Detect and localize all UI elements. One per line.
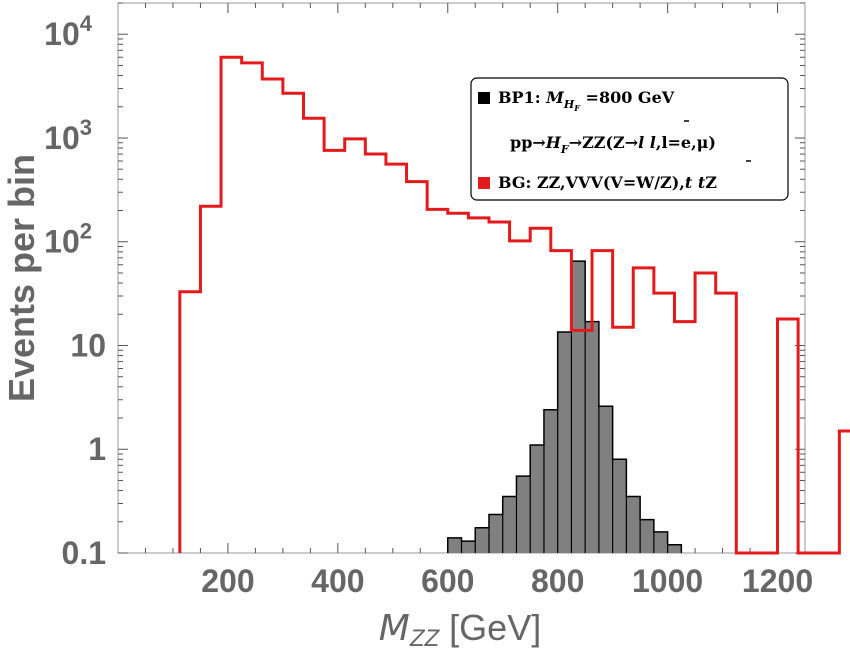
bin-bg xyxy=(613,327,634,553)
y-ticks: 0.1 1 10 102 103 104 xyxy=(44,11,106,571)
bin-bg xyxy=(695,273,716,553)
bin-bg xyxy=(633,268,654,553)
bin-bg xyxy=(262,79,283,553)
bin-bg xyxy=(303,118,324,553)
x-tick-label: 600 xyxy=(421,563,474,599)
bin-bg xyxy=(345,139,366,553)
series-layer xyxy=(178,55,850,555)
series-fill xyxy=(447,261,682,553)
y-tick-label: 0.1 xyxy=(62,535,106,571)
bin-bg xyxy=(365,154,386,553)
bin-bg xyxy=(510,241,531,553)
bin-bg xyxy=(283,93,304,553)
y-tick-label: 102 xyxy=(44,219,92,260)
bin-bg xyxy=(200,206,221,553)
series-line xyxy=(178,55,850,555)
x-tick-label: 200 xyxy=(201,563,254,599)
bin-bg xyxy=(674,322,695,553)
bin-bg xyxy=(324,150,345,553)
bin-bg xyxy=(551,251,572,553)
legend-swatch-bg xyxy=(478,177,490,189)
bin-bg xyxy=(530,228,551,553)
bin-bg xyxy=(716,293,737,553)
bin-bg xyxy=(407,182,428,553)
x-ticks: 200 400 600 800 1000 1200 xyxy=(201,563,813,599)
y-axis-label: Events per bin xyxy=(1,154,42,402)
bin-bg xyxy=(489,222,510,553)
bin-bg xyxy=(571,330,592,553)
series-bp1 xyxy=(447,260,683,553)
legend-entry-process: pp→HF→ZZ(Z→l l,l=e,μ) xyxy=(510,133,716,156)
y-tick-label: 103 xyxy=(44,115,92,156)
bin-bg xyxy=(468,218,489,553)
bin-bg xyxy=(386,164,407,553)
bin-bg xyxy=(839,431,850,553)
legend-entry-bp1: BP1: MHF =800 GeV xyxy=(498,88,675,113)
bin-bg xyxy=(448,213,469,553)
legend: BP1: MHF =800 GeV pp→HF→ZZ(Z→l l,l=e,μ) … xyxy=(470,77,789,201)
bin-bg xyxy=(654,293,675,553)
bin-bg xyxy=(221,57,242,553)
y-tick-label: 104 xyxy=(44,11,93,52)
x-tick-label: 1200 xyxy=(742,563,813,599)
bin-bg xyxy=(778,319,799,553)
bin-bg xyxy=(242,63,263,553)
legend-swatch-bp1 xyxy=(478,92,490,104)
bin-bg xyxy=(592,251,613,553)
x-axis-label: MZZ [GeV] xyxy=(379,607,541,649)
bin-bg xyxy=(427,209,448,553)
series-bg xyxy=(178,55,850,555)
x-tick-label: 400 xyxy=(311,563,364,599)
x-tick-label: 800 xyxy=(531,563,584,599)
series-outline xyxy=(447,260,683,553)
y-tick-label: 10 xyxy=(70,327,106,363)
minor-ticks xyxy=(118,2,805,554)
x-tick-label: 1000 xyxy=(632,563,703,599)
legend-box xyxy=(470,77,789,201)
y-tick-label: 1 xyxy=(88,431,106,467)
bin-bg xyxy=(180,292,201,553)
legend-entry-bg: BG: ZZ,VVV(V=W/Z),t tZ xyxy=(498,173,717,192)
